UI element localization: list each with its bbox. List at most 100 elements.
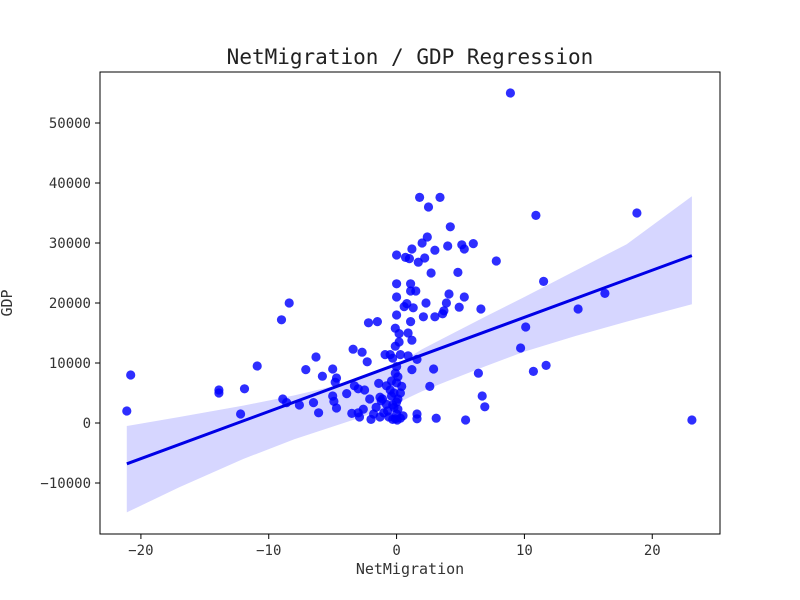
- data-point: [531, 210, 541, 220]
- data-point: [406, 279, 416, 289]
- y-tick-label: 50000: [49, 116, 91, 132]
- data-point: [331, 373, 342, 383]
- data-point: [331, 403, 342, 413]
- data-point: [539, 276, 549, 286]
- confidence-band-layer: [126, 196, 692, 513]
- confidence-band: [126, 196, 692, 513]
- data-point: [412, 414, 422, 424]
- data-point: [491, 256, 501, 266]
- data-point: [372, 317, 382, 327]
- data-point: [431, 413, 441, 423]
- data-point: [420, 253, 430, 263]
- data-point: [435, 192, 445, 202]
- data-point: [423, 202, 434, 212]
- data-point: [453, 267, 463, 277]
- data-point: [461, 415, 471, 425]
- data-point: [392, 250, 402, 260]
- data-point: [214, 388, 224, 398]
- data-point: [252, 361, 262, 371]
- data-point: [360, 385, 370, 395]
- data-point: [417, 238, 427, 248]
- data-point: [459, 292, 469, 302]
- data-point: [393, 372, 403, 382]
- data-point: [430, 312, 440, 322]
- chart-title: NetMigration / GDP Regression: [227, 45, 594, 69]
- data-point: [441, 298, 451, 308]
- y-tick-label: 30000: [49, 236, 91, 252]
- data-point: [425, 381, 435, 391]
- data-point: [407, 365, 417, 375]
- regression-line-layer: [126, 254, 693, 466]
- data-point: [276, 315, 287, 325]
- data-point: [398, 411, 408, 421]
- data-point: [407, 335, 417, 345]
- data-point: [317, 371, 327, 381]
- data-point: [122, 406, 132, 416]
- data-point: [476, 304, 486, 314]
- x-tick-label: −10: [256, 543, 281, 559]
- data-point: [363, 318, 374, 328]
- data-point: [516, 343, 526, 353]
- data-point: [354, 412, 365, 422]
- data-point: [404, 254, 414, 264]
- y-tick-label: 10000: [49, 356, 91, 372]
- y-axis-ticks: −10000 0 10000 20000 30000 40000 50000: [40, 116, 100, 492]
- data-point: [422, 232, 432, 242]
- data-point: [314, 408, 324, 418]
- data-point: [415, 192, 425, 202]
- y-tick-label: 40000: [49, 176, 91, 192]
- data-point: [407, 244, 417, 254]
- y-tick-label: −10000: [40, 476, 91, 492]
- data-point: [342, 389, 352, 399]
- data-point: [328, 364, 338, 374]
- y-axis-label: GDP: [0, 289, 16, 316]
- x-tick-label: −20: [128, 543, 153, 559]
- data-point: [406, 317, 416, 327]
- data-point: [443, 241, 453, 251]
- x-tick-label: 20: [644, 543, 661, 559]
- regression-line: [126, 254, 693, 466]
- x-tick-label: 0: [392, 543, 400, 559]
- data-point: [374, 378, 384, 388]
- x-tick-label: 10: [516, 543, 533, 559]
- data-point: [521, 322, 531, 332]
- data-point: [358, 404, 368, 414]
- data-point: [459, 244, 469, 254]
- data-point: [687, 415, 697, 425]
- data-point: [395, 350, 405, 360]
- x-axis-label: NetMigration: [356, 560, 464, 578]
- data-point: [454, 302, 464, 312]
- data-point: [362, 357, 372, 367]
- data-point: [371, 402, 381, 412]
- data-point: [408, 303, 418, 313]
- data-point: [301, 365, 311, 375]
- data-point: [392, 292, 402, 302]
- data-point: [426, 268, 436, 278]
- data-point: [505, 88, 515, 98]
- data-point: [392, 279, 402, 289]
- data-point: [394, 329, 404, 339]
- data-point: [418, 312, 428, 322]
- data-point: [126, 370, 136, 380]
- data-point: [429, 364, 439, 374]
- data-point: [284, 298, 294, 308]
- data-point: [348, 344, 358, 354]
- data-points-layer: [122, 88, 697, 425]
- x-axis-ticks: −20 −10 0 10 20: [128, 534, 661, 559]
- data-point: [397, 381, 407, 391]
- data-point: [311, 352, 321, 362]
- data-point: [411, 286, 421, 296]
- data-point: [393, 404, 403, 414]
- data-point: [365, 394, 375, 404]
- data-point: [430, 245, 440, 255]
- data-point: [541, 360, 551, 370]
- data-point: [468, 239, 478, 249]
- data-point: [421, 298, 431, 308]
- y-tick-label: 0: [83, 416, 91, 432]
- data-point: [573, 304, 583, 314]
- data-point: [357, 347, 367, 357]
- data-point: [632, 208, 642, 218]
- data-point: [403, 328, 413, 338]
- data-point: [239, 384, 250, 394]
